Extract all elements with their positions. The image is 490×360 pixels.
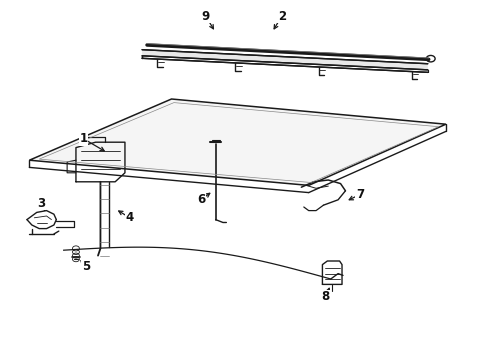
Text: 1: 1 [79,132,87,145]
Text: 2: 2 [278,10,286,23]
Text: 4: 4 [126,211,134,224]
Text: 7: 7 [356,188,364,201]
Text: 3: 3 [38,197,46,210]
Polygon shape [142,50,428,70]
Text: 9: 9 [202,10,210,23]
Text: 8: 8 [322,291,330,303]
Polygon shape [29,99,446,185]
Text: 5: 5 [82,260,90,273]
Text: 6: 6 [197,193,205,206]
